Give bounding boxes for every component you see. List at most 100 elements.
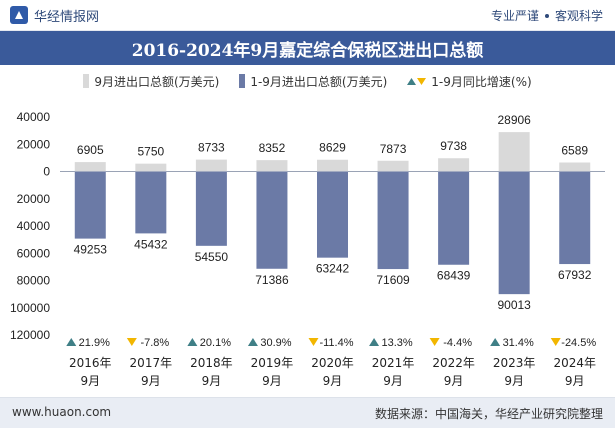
growth-up-marker — [490, 338, 501, 346]
legend-label-growth: 1-9月同比增速(%) — [431, 74, 532, 89]
bar-september — [438, 158, 470, 172]
bar-cumulative — [135, 171, 167, 234]
data-label-september: 8733 — [198, 141, 225, 155]
bar-september — [135, 163, 167, 172]
y-tick-label: 60000 — [17, 246, 51, 260]
x-tick-label-year: 2020年 — [311, 356, 354, 370]
growth-down-marker — [429, 338, 440, 346]
chart-title: 2016-2024年9月嘉定综合保税区进出口总额 — [0, 31, 615, 65]
growth-up-marker — [66, 338, 77, 346]
bar-cumulative — [74, 171, 106, 239]
x-tick-label-year: 2019年 — [251, 356, 294, 370]
data-label-september: 28906 — [497, 113, 531, 127]
y-tick-label: 40000 — [17, 110, 51, 124]
data-label-september: 8352 — [259, 141, 286, 155]
bar-cumulative — [317, 171, 348, 258]
tag-professional: 专业严谨 — [490, 9, 539, 23]
data-label-growth: -7.8% — [140, 337, 169, 349]
x-tick-label-month: 9月 — [504, 374, 524, 388]
bar-september — [377, 160, 409, 172]
y-tick-label: 0 — [43, 165, 50, 179]
x-tick-label-month: 9月 — [141, 374, 161, 388]
x-tick-label-month: 9月 — [565, 374, 585, 388]
bar-september — [195, 159, 227, 172]
bar-cumulative — [559, 171, 591, 265]
legend-item-growth: 1-9月同比增速(%) — [407, 73, 532, 90]
legend-label-september: 9月进出口总额(万美元) — [94, 74, 220, 89]
data-label-cumulative: 71386 — [255, 273, 289, 287]
y-tick-label: 120000 — [10, 328, 50, 342]
bar-cumulative — [377, 171, 409, 270]
bar-september — [317, 159, 348, 172]
legend-triangles-icon — [407, 77, 427, 86]
data-label-cumulative: 45432 — [134, 237, 168, 251]
footer-source: 数据来源：中国海关，华经产业研究院整理 — [374, 407, 603, 421]
legend-item-cumulative: 1-9月进出口总额(万美元) — [239, 73, 387, 90]
bar-cumulative — [256, 171, 288, 269]
data-label-september: 6905 — [77, 143, 104, 157]
x-tick-label-year: 2023年 — [493, 356, 536, 370]
data-label-cumulative: 67932 — [558, 268, 592, 282]
data-label-cumulative: 68439 — [437, 269, 471, 283]
x-tick-label-month: 9月 — [444, 374, 464, 388]
legend-swatch-gray — [83, 74, 90, 88]
x-tick-label-year: 2017年 — [130, 356, 173, 370]
y-tick-label: 80000 — [17, 274, 51, 288]
data-label-cumulative: 54550 — [195, 250, 229, 264]
data-label-growth: -11.4% — [319, 337, 353, 349]
bar-september — [498, 132, 530, 172]
data-label-cumulative: 90013 — [497, 298, 531, 312]
chart-plot: 40000 20000 0 20000 40000 60000 80000 100000 120… — [10, 110, 605, 388]
separator-dot-icon — [544, 13, 549, 18]
data-label-growth: -24.5% — [561, 337, 596, 349]
bar-cumulative — [438, 171, 470, 265]
bar-september — [256, 160, 288, 172]
data-label-september: 6589 — [561, 144, 588, 158]
x-tick-label-year: 2021年 — [372, 356, 415, 370]
header-tags: 专业严谨 客观科学 — [491, 7, 603, 24]
data-label-september: 8629 — [319, 141, 346, 155]
legend-item-september: 9月进出口总额(万美元) — [83, 73, 219, 90]
bar-september — [559, 162, 591, 172]
brand[interactable]: 华经情报网 — [10, 6, 100, 25]
data-label-growth: -4.4% — [443, 337, 472, 349]
x-tick-label-year: 2016年 — [69, 356, 112, 370]
growth-up-marker — [369, 338, 380, 346]
bar-cumulative — [498, 171, 530, 295]
growth-down-marker — [126, 338, 137, 346]
legend-label-cumulative: 1-9月进出口总额(万美元) — [250, 74, 388, 89]
x-tick-label-year: 2018年 — [190, 356, 233, 370]
top-bar: 华经情报网 专业严谨 客观科学 — [0, 0, 615, 31]
data-label-cumulative: 49253 — [74, 243, 108, 257]
tag-objective: 客观科学 — [554, 9, 603, 23]
y-tick-label: 100000 — [10, 301, 50, 315]
y-tick-label: 20000 — [17, 137, 51, 151]
data-label-growth: 20.1% — [200, 337, 231, 349]
data-label-cumulative: 63242 — [316, 262, 350, 276]
data-label-growth: 13.3% — [381, 337, 412, 349]
legend-swatch-blue — [239, 74, 246, 88]
x-tick-label-month: 9月 — [323, 374, 343, 388]
data-label-growth: 21.9% — [79, 337, 110, 349]
y-tick-label: 40000 — [17, 219, 51, 233]
data-label-september: 5750 — [137, 145, 164, 159]
x-tick-label-year: 2024年 — [553, 356, 596, 370]
growth-up-marker — [187, 338, 198, 346]
x-tick-label-month: 9月 — [202, 374, 222, 388]
bar-cumulative — [195, 171, 227, 246]
growth-down-marker — [550, 338, 561, 346]
growth-up-marker — [247, 338, 258, 346]
data-label-september: 7873 — [380, 142, 407, 156]
footer-website[interactable]: www.huaon.com — [12, 405, 112, 419]
data-label-september: 9738 — [440, 139, 467, 153]
brand-logo-icon — [10, 6, 28, 24]
data-label-growth: 31.4% — [503, 337, 534, 349]
brand-name: 华经情报网 — [34, 9, 100, 25]
y-tick-label: 20000 — [17, 192, 51, 206]
x-tick-label-month: 9月 — [383, 374, 403, 388]
data-label-growth: 30.9% — [260, 337, 291, 349]
bar-september — [74, 162, 106, 172]
footer: www.huaon.com 数据来源：中国海关，华经产业研究院整理 — [0, 397, 615, 428]
x-tick-label-month: 9月 — [262, 374, 282, 388]
x-tick-label-month: 9月 — [80, 374, 100, 388]
